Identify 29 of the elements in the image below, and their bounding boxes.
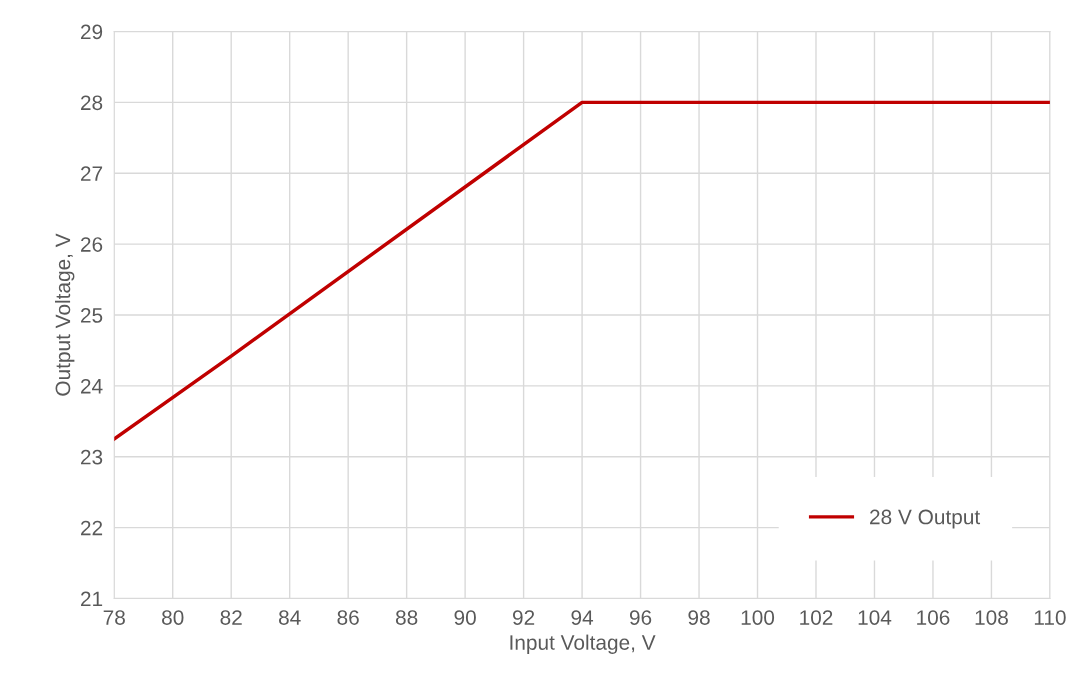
x-tick-label: 98 xyxy=(688,610,710,625)
x-tick-label: 104 xyxy=(858,610,892,625)
x-tick-label: 88 xyxy=(395,610,418,625)
y-tick-label: 25 xyxy=(81,308,103,323)
x-tick-label: 82 xyxy=(220,610,242,625)
y-tick-label: 24 xyxy=(81,378,103,394)
x-tick-label: 102 xyxy=(800,610,833,625)
y-tick-label: 29 xyxy=(81,24,103,40)
x-tick-label: 94 xyxy=(571,610,594,625)
x-tick-label: 90 xyxy=(454,610,476,625)
x-axis-title: Input Voltage, V xyxy=(510,634,656,655)
y-tick-label: 22 xyxy=(81,520,103,536)
legend-label: 28 V Output xyxy=(870,509,981,529)
y-tick-label: 26 xyxy=(81,237,103,252)
x-tick-label: 86 xyxy=(337,610,359,625)
x-tick-label: 84 xyxy=(279,610,301,625)
x-tick-label: 110 xyxy=(1034,610,1066,625)
x-tick-label: 80 xyxy=(162,610,184,625)
y-tick-label: 21 xyxy=(81,591,103,607)
x-tick-label: 96 xyxy=(629,610,652,625)
x-tick-label: 78 xyxy=(103,610,125,625)
y-axis-title: Output Voltage, V xyxy=(54,233,75,396)
y-tick-label: 27 xyxy=(81,166,103,181)
x-tick-label: 92 xyxy=(512,610,535,625)
x-tick-label: 108 xyxy=(975,610,1008,625)
x-tick-label: 106 xyxy=(917,610,950,625)
y-tick-label: 28 xyxy=(81,95,103,111)
y-tick-label: 23 xyxy=(81,449,103,465)
x-tick-label: 100 xyxy=(741,610,775,625)
